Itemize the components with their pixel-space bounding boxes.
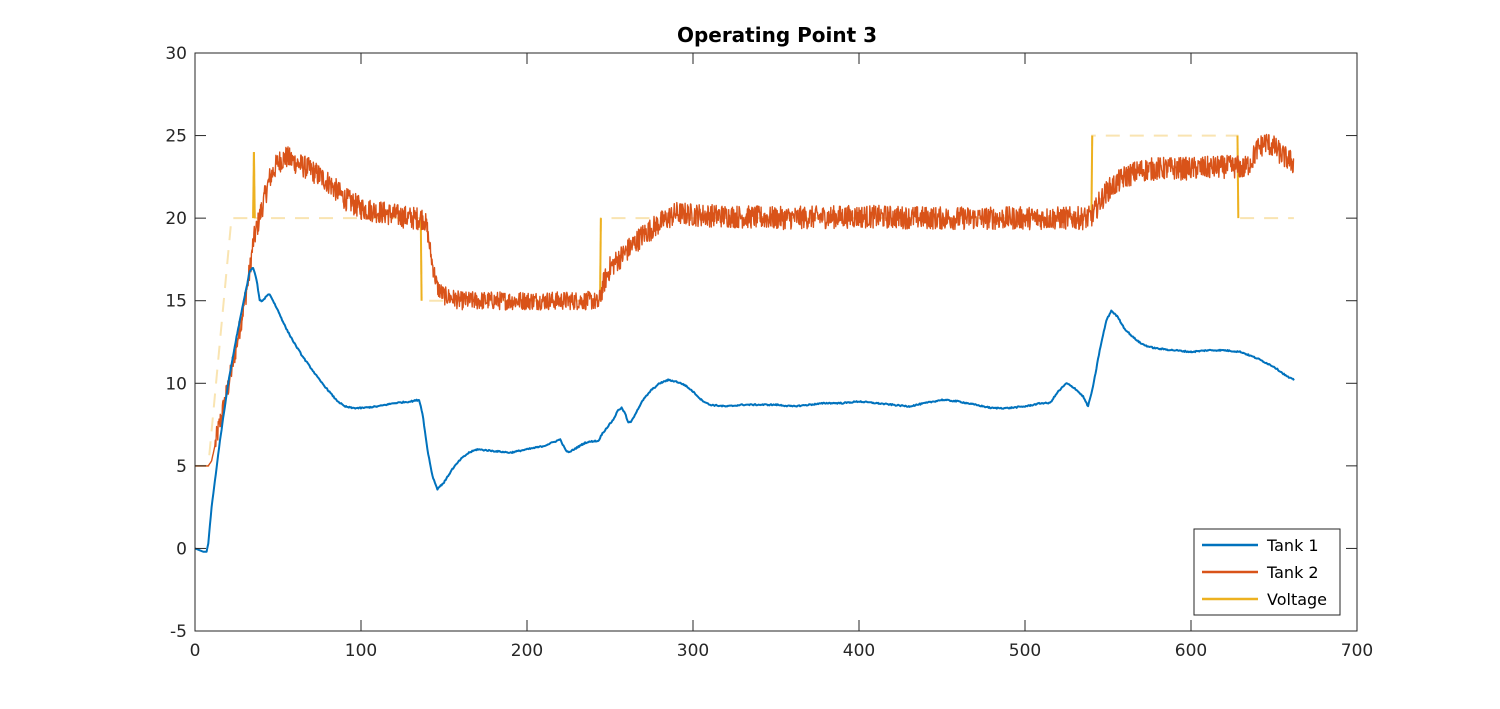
legend-label-tank-2: Tank 2 xyxy=(1266,563,1319,582)
x-tick-label: 500 xyxy=(1009,641,1041,661)
voltage-step-edge xyxy=(252,152,256,219)
voltage-step-edge xyxy=(1090,135,1094,219)
plot-area-frame xyxy=(194,52,1358,632)
series-line-tank-2 xyxy=(195,133,1295,467)
series-line-tank-1 xyxy=(195,267,1295,553)
legend-label-voltage: Voltage xyxy=(1267,590,1327,609)
y-tick-label: 20 xyxy=(165,209,187,229)
legend-label-tank-1: Tank 1 xyxy=(1266,536,1319,555)
y-tick-label: -5 xyxy=(170,622,187,642)
voltage-step-edge xyxy=(1236,135,1240,219)
x-tick-label: 100 xyxy=(345,641,377,661)
y-tick-label: 10 xyxy=(165,374,187,394)
y-tick-label: 15 xyxy=(165,292,187,312)
x-tick-label: 400 xyxy=(843,641,875,661)
x-tick-label: 300 xyxy=(677,641,709,661)
legend: Tank 1 Tank 2 Voltage xyxy=(1193,528,1341,616)
x-tick-label: 200 xyxy=(511,641,543,661)
x-tick-label: 600 xyxy=(1175,641,1207,661)
voltage-step-edge xyxy=(419,218,423,301)
series-line-voltage xyxy=(195,134,1294,467)
y-tick-label: 0 xyxy=(176,539,187,559)
y-tick-label: 5 xyxy=(176,457,187,477)
x-tick-label: 0 xyxy=(190,641,201,661)
x-tick-label: 700 xyxy=(1341,641,1373,661)
voltage-step-edge xyxy=(599,218,602,301)
y-tick-label: 25 xyxy=(165,127,187,147)
series-layer xyxy=(195,133,1295,553)
y-tick-label: 30 xyxy=(165,44,187,64)
chart-title: Operating Point 3 xyxy=(677,23,877,47)
